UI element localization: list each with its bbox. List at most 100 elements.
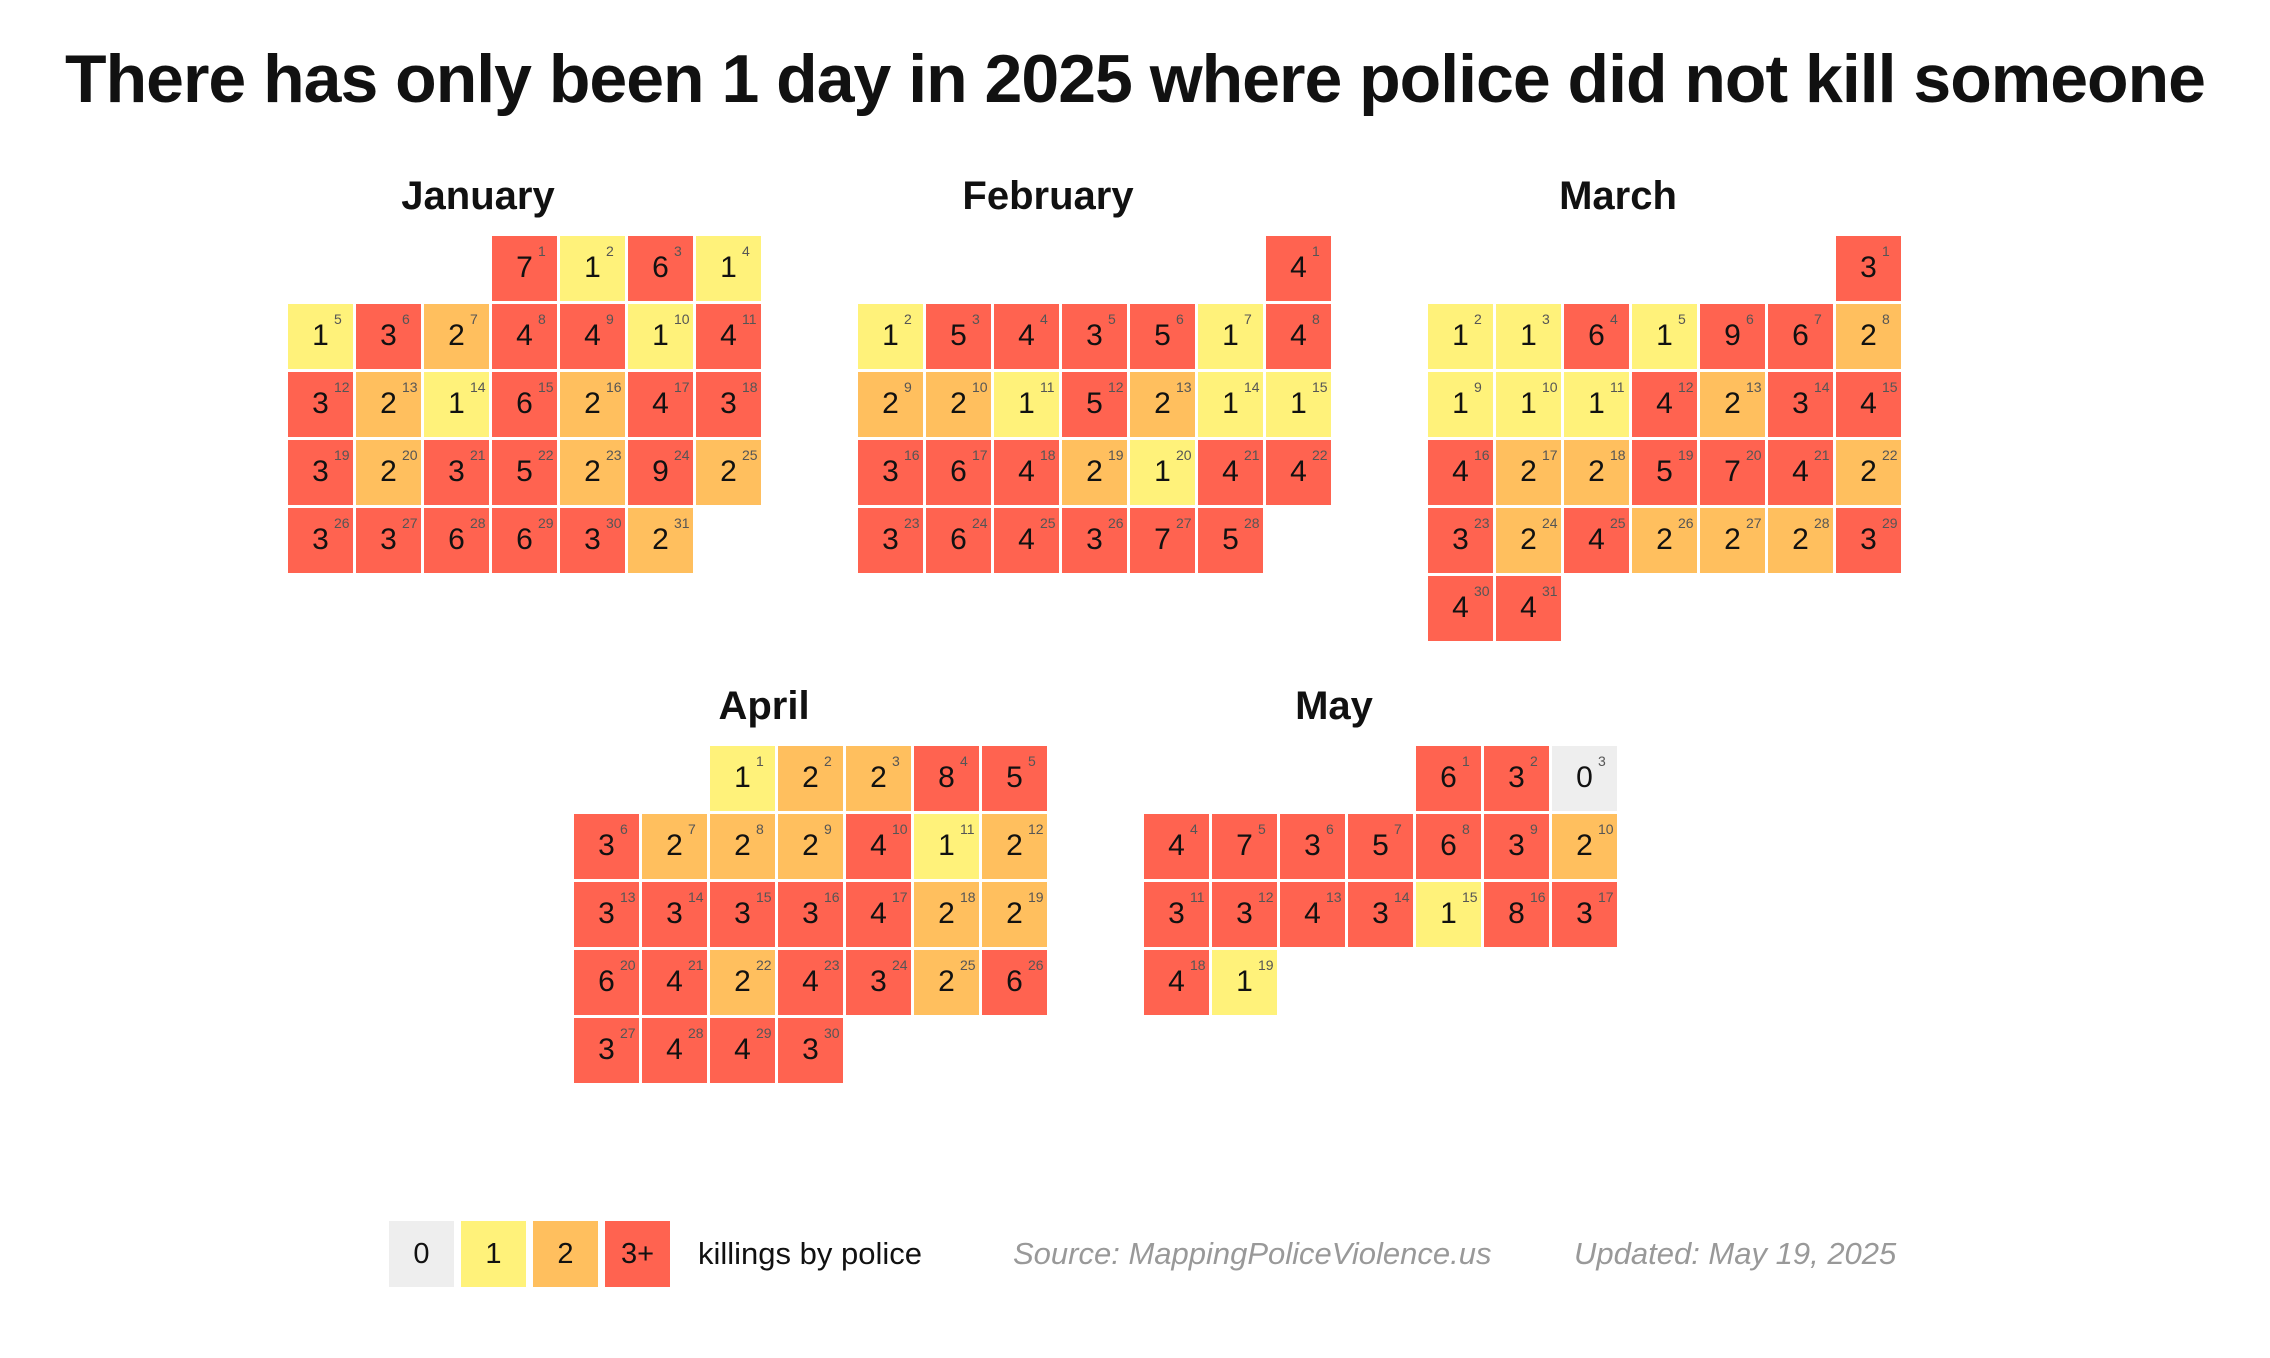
day-number: 7 [1244,311,1252,327]
day-number: 16 [824,889,840,905]
day-count: 1 [1222,319,1239,352]
day-number: 26 [1678,515,1694,531]
day-count: 1 [1236,965,1253,998]
day-number: 9 [904,379,912,395]
chart-title: There has only been 1 day in 2025 where … [65,41,2206,117]
day-number: 7 [688,821,696,837]
day-number: 17 [1542,447,1558,463]
day-cell-february-26: 3 26 [1062,508,1127,573]
day-number: 20 [1176,447,1192,463]
day-number: 4 [742,243,750,259]
day-cell-february-27: 7 27 [1130,508,1195,573]
day-cell-january-12: 3 12 [288,372,353,437]
day-cell-april-24: 3 24 [846,950,911,1015]
day-cell-january-11: 4 11 [696,304,761,369]
day-count: 2 [1724,523,1741,556]
day-count: 3 [598,897,615,930]
day-cell-february-23: 3 23 [858,508,923,573]
day-count: 2 [1724,387,1741,420]
day-number: 3 [1598,753,1606,769]
day-number: 19 [1678,447,1694,463]
day-count: 1 [734,761,751,794]
day-count: 4 [1290,251,1307,284]
day-count: 8 [1508,897,1525,930]
day-number: 25 [1040,515,1056,531]
day-cell-march-28: 2 28 [1768,508,1833,573]
month-title-february: February [962,174,1134,218]
day-number: 14 [1244,379,1260,395]
day-count: 1 [1452,387,1469,420]
day-cell-may-17: 3 17 [1552,882,1617,947]
day-count: 6 [950,455,967,488]
day-count: 2 [584,455,601,488]
day-cell-march-23: 3 23 [1428,508,1493,573]
day-cell-march-10: 1 10 [1496,372,1561,437]
legend-swatch-0: 0 [389,1221,454,1287]
day-number: 8 [756,821,764,837]
day-count: 7 [1154,523,1171,556]
day-cell-february-13: 2 13 [1130,372,1195,437]
day-number: 11 [1040,379,1055,395]
day-count: 4 [516,319,533,352]
day-count: 3 [1168,897,1185,930]
day-count: 3 [380,523,397,556]
day-count: 5 [1006,761,1023,794]
day-number: 6 [1176,311,1184,327]
day-cell-february-25: 4 25 [994,508,1059,573]
day-cell-april-22: 2 22 [710,950,775,1015]
day-count: 4 [1018,455,1035,488]
day-number: 14 [1394,889,1410,905]
day-cell-january-29: 6 29 [492,508,557,573]
day-cell-april-11: 1 11 [914,814,979,879]
day-number: 15 [1462,889,1478,905]
day-count: 3 [312,455,329,488]
day-number: 23 [824,957,840,973]
day-number: 7 [1814,311,1822,327]
day-number: 10 [1542,379,1558,395]
day-cell-may-14: 3 14 [1348,882,1413,947]
day-count: 3 [1236,897,1253,930]
day-number: 16 [1530,889,1546,905]
day-count: 4 [802,965,819,998]
day-cell-may-10: 2 10 [1552,814,1617,879]
day-count: 3 [598,1033,615,1066]
day-count: 5 [1222,523,1239,556]
day-cell-february-21: 4 21 [1198,440,1263,505]
day-count: 3 [448,455,465,488]
day-count: 2 [1860,455,1877,488]
day-number: 1 [1462,753,1470,769]
day-number: 28 [1244,515,1260,531]
day-count: 2 [1006,897,1023,930]
day-cell-january-25: 2 25 [696,440,761,505]
day-number: 24 [972,515,988,531]
day-number: 9 [824,821,832,837]
day-number: 2 [1530,753,1538,769]
month-title-april: April [718,684,810,728]
day-cell-march-11: 1 11 [1564,372,1629,437]
day-number: 10 [972,379,988,395]
day-count: 3 [598,829,615,862]
day-cell-january-30: 3 30 [560,508,625,573]
day-count: 2 [666,829,683,862]
day-number: 8 [1462,821,1470,837]
day-count: 3 [1372,897,1389,930]
day-count: 3 [666,897,683,930]
day-count: 6 [1006,965,1023,998]
day-cell-april-30: 3 30 [778,1018,843,1083]
day-cell-march-20: 7 20 [1700,440,1765,505]
day-cell-january-27: 3 27 [356,508,421,573]
day-number: 30 [824,1025,840,1041]
day-number: 3 [972,311,980,327]
day-count: 4 [1222,455,1239,488]
day-cell-april-28: 4 28 [642,1018,707,1083]
day-count: 4 [1304,897,1321,930]
day-count: 4 [1018,319,1035,352]
